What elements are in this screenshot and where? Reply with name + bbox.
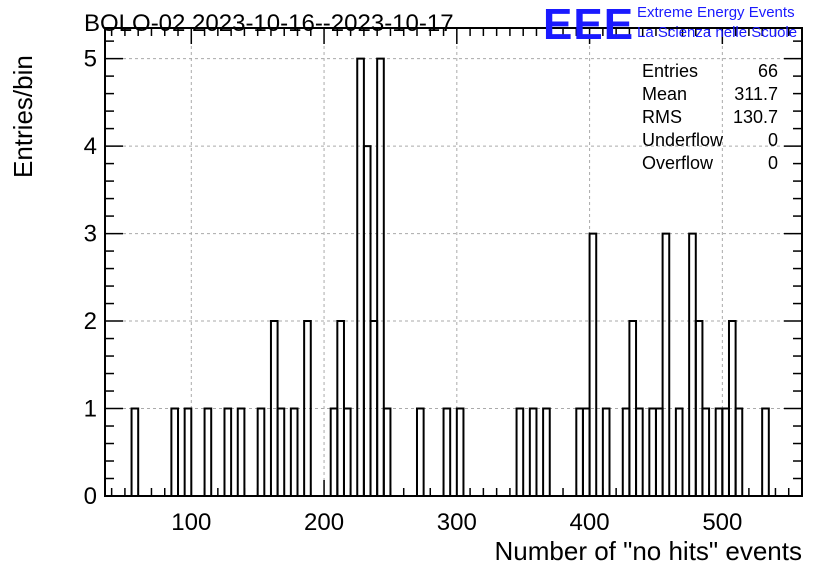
- y-tick-label: 5: [84, 46, 97, 73]
- histogram-bin: [236, 407, 246, 496]
- logo-letters: EEE: [543, 0, 635, 49]
- histogram-bin: [303, 320, 312, 496]
- plot-frame: [104, 27, 803, 497]
- stats-value: 0: [767, 130, 778, 150]
- histogram-bin: [761, 407, 770, 496]
- histogram-bin: [542, 407, 551, 496]
- y-tick-label: 1: [84, 396, 97, 423]
- stats-box: Entries 66 Mean 311.7 RMS 130.7 Underflo…: [642, 60, 778, 175]
- x-tick-label: 300: [437, 509, 477, 536]
- histogram-bin: [183, 407, 193, 496]
- histogram-bin: [588, 232, 598, 496]
- stats-row-overflow: Overflow 0: [642, 152, 778, 175]
- x-tick-label: 500: [702, 509, 742, 536]
- histogram-bin: [382, 407, 392, 496]
- stats-row-entries: Entries 66: [642, 60, 778, 83]
- x-tick-label: 200: [304, 509, 344, 536]
- stats-label: RMS: [642, 107, 682, 127]
- y-axis-label: Entries/bin: [8, 55, 38, 178]
- y-tick-label: 3: [84, 221, 97, 248]
- y-tick-label: 4: [84, 133, 97, 160]
- stats-value: 66: [757, 61, 778, 81]
- chart-title: BOLO-02 2023-10-16--2023-10-17: [84, 10, 454, 37]
- stats-label: Entries: [642, 61, 699, 81]
- histogram-bin: [601, 407, 611, 496]
- logo-line-2: La Scienza nelle Scuole: [637, 24, 798, 41]
- histogram-bin: [342, 407, 352, 496]
- x-axis-label: Number of "no hits" events: [494, 536, 803, 566]
- histogram-bars: [130, 57, 770, 496]
- histogram-bin: [734, 407, 744, 496]
- grid-lines: [105, 28, 802, 496]
- histogram-bin: [455, 407, 465, 496]
- histogram-bin: [442, 407, 452, 496]
- histogram-bin: [701, 407, 711, 496]
- stats-row-underflow: Underflow 0: [642, 129, 778, 152]
- histogram-bin: [376, 57, 385, 496]
- stats-value: 0: [767, 153, 778, 173]
- histogram-bin: [256, 407, 266, 496]
- x-tick-label: 400: [570, 509, 610, 536]
- histogram-bin: [203, 407, 213, 496]
- histogram-bin: [130, 407, 140, 496]
- histogram-bin: [289, 407, 299, 496]
- stats-label: Overflow: [642, 153, 714, 173]
- histogram-bin: [170, 407, 180, 496]
- stats-row-rms: RMS 130.7: [642, 106, 778, 129]
- histogram-bin: [223, 407, 233, 496]
- stats-label: Mean: [642, 84, 688, 104]
- histogram-bin: [528, 407, 538, 496]
- logo-line-1: Extreme Energy Events: [637, 4, 795, 21]
- stats-row-mean: Mean 311.7: [642, 83, 778, 106]
- stats-value: 311.7: [734, 84, 778, 104]
- histogram-bin: [276, 407, 286, 496]
- histogram-bin: [635, 407, 644, 496]
- histogram-bin: [415, 407, 425, 496]
- histogram-bin: [515, 407, 525, 496]
- stats-value: 130.7: [732, 107, 778, 127]
- axes: 100 200 300 400 500 0 1 2 3 4 5: [84, 27, 803, 536]
- eee-logo: EEE Extreme Energy Events La Scienza nel…: [543, 0, 833, 49]
- y-tick-label: 0: [84, 483, 97, 510]
- stats-label: Underflow: [642, 130, 724, 150]
- histogram-bin: [674, 407, 684, 496]
- histogram-bin: [661, 232, 671, 496]
- x-tick-label: 100: [171, 509, 211, 536]
- y-tick-label: 2: [84, 308, 97, 335]
